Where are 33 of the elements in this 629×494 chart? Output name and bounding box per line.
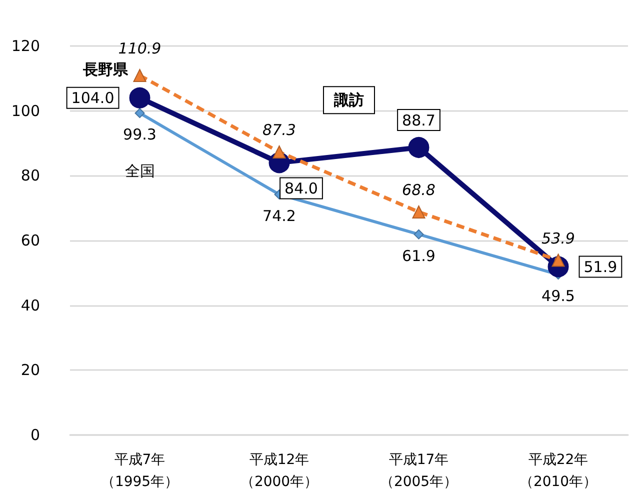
y-tick-label: 100: [11, 102, 40, 120]
x-tick-label: 平成22年（2010年）: [519, 452, 598, 490]
y-tick-label: 40: [20, 296, 40, 314]
data-label: 49.5: [542, 287, 575, 306]
point: [408, 136, 430, 158]
data-label: 53.9: [542, 229, 575, 248]
point: [412, 205, 426, 218]
data-label: 99.3: [123, 126, 156, 144]
x-tick-label: 平成17年（2005年）: [380, 452, 458, 490]
data-label: 84.0: [284, 180, 318, 198]
data-label: 74.2: [262, 206, 296, 225]
x-tick-label: 平成7年（1995年）: [100, 452, 179, 490]
point: [134, 108, 145, 118]
y-tick-label: 60: [20, 232, 40, 250]
data-label: 87.3: [262, 121, 296, 140]
data-label: 88.7: [402, 111, 436, 130]
point: [133, 69, 146, 82]
point: [414, 229, 424, 240]
data-label: 68.8: [402, 180, 436, 199]
text: 全国: [124, 162, 155, 180]
data-label: 61.9: [402, 246, 436, 265]
text: 諏訪: [333, 91, 364, 110]
data-label: 110.9: [118, 40, 162, 58]
y-tick-label: 80: [20, 166, 40, 185]
y-tick-label: 120: [11, 37, 40, 55]
point: [272, 146, 286, 159]
data-label: 51.9: [584, 258, 618, 276]
data-label: 104.0: [71, 88, 114, 107]
y-tick-label: 0: [30, 426, 40, 444]
y-tick-label: 20: [20, 361, 40, 380]
point: [129, 87, 150, 108]
series-label: 長野県: [82, 60, 129, 78]
x-tick-label: 平成12年（2000年）: [240, 452, 318, 490]
